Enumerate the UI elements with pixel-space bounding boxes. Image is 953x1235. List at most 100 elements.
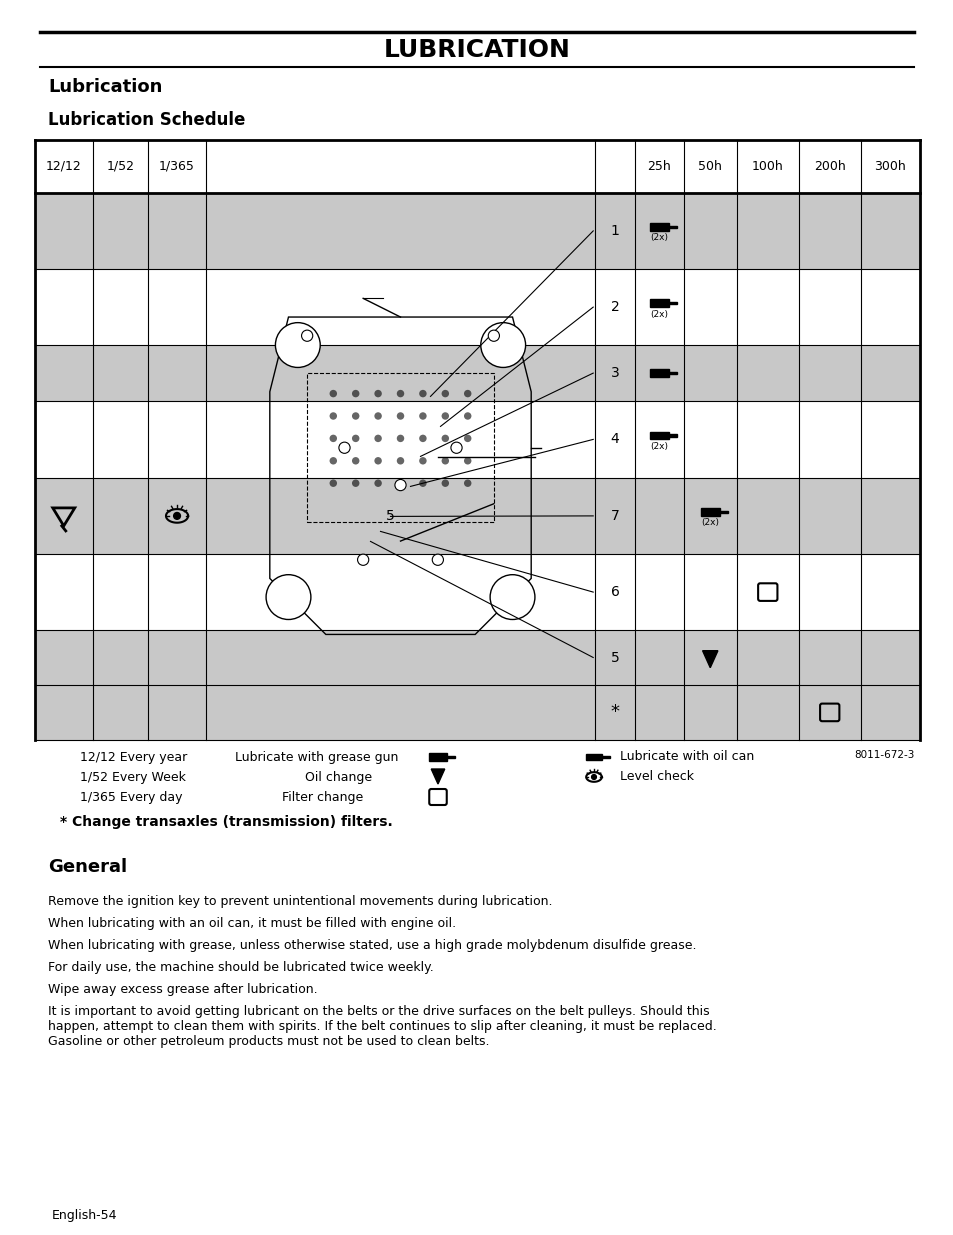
Circle shape <box>463 412 471 420</box>
Text: * Change transaxles (transmission) filters.: * Change transaxles (transmission) filte… <box>60 815 393 829</box>
Text: (2x): (2x) <box>650 442 668 451</box>
Text: Filter change: Filter change <box>282 790 363 804</box>
Circle shape <box>480 322 525 368</box>
Text: Remove the ignition key to prevent unintentional movements during lubrication.: Remove the ignition key to prevent unint… <box>48 895 552 908</box>
Text: Oil change: Oil change <box>305 771 372 783</box>
Circle shape <box>395 479 406 490</box>
Text: Lubrication: Lubrication <box>48 78 162 96</box>
Bar <box>35 684 919 740</box>
Circle shape <box>396 435 404 442</box>
Text: 8011-672-3: 8011-672-3 <box>854 750 914 760</box>
Circle shape <box>374 412 381 420</box>
Circle shape <box>591 774 596 779</box>
Text: Lubricate with oil can: Lubricate with oil can <box>619 751 754 763</box>
Text: 50h: 50h <box>698 159 721 173</box>
Text: *: * <box>610 704 618 721</box>
Text: (2x): (2x) <box>650 233 668 242</box>
Circle shape <box>451 442 461 453</box>
Circle shape <box>352 479 359 487</box>
Circle shape <box>352 435 359 442</box>
Bar <box>601 756 609 758</box>
Circle shape <box>352 457 359 464</box>
Text: (2x): (2x) <box>700 519 719 527</box>
Text: 12/12 Every year: 12/12 Every year <box>80 751 187 763</box>
Bar <box>35 193 919 269</box>
Bar <box>649 299 668 308</box>
Circle shape <box>301 330 313 341</box>
Text: Lubrication Schedule: Lubrication Schedule <box>48 111 245 128</box>
Circle shape <box>441 479 449 487</box>
Text: 5: 5 <box>386 509 395 522</box>
Bar <box>649 431 668 440</box>
Circle shape <box>275 322 320 368</box>
Polygon shape <box>431 769 444 784</box>
Bar <box>668 301 677 304</box>
Text: General: General <box>48 858 127 876</box>
Bar <box>35 346 919 401</box>
Text: 300h: 300h <box>874 159 905 173</box>
Text: Wipe away excess grease after lubrication.: Wipe away excess grease after lubricatio… <box>48 983 317 995</box>
Bar <box>668 372 677 374</box>
Text: When lubricating with grease, unless otherwise stated, use a high grade molybden: When lubricating with grease, unless oth… <box>48 939 696 952</box>
Circle shape <box>396 412 404 420</box>
Text: For daily use, the machine should be lubricated twice weekly.: For daily use, the machine should be lub… <box>48 961 434 974</box>
Bar <box>35 478 92 555</box>
Bar <box>429 753 446 761</box>
Text: 1: 1 <box>610 224 618 238</box>
Circle shape <box>490 574 535 620</box>
Bar <box>446 756 455 758</box>
Circle shape <box>488 330 499 341</box>
Bar <box>35 478 919 555</box>
Text: 12/12: 12/12 <box>46 159 82 173</box>
Circle shape <box>374 390 381 398</box>
Text: 25h: 25h <box>647 159 671 173</box>
Circle shape <box>463 479 471 487</box>
Bar <box>307 373 494 522</box>
Circle shape <box>329 479 336 487</box>
Text: 200h: 200h <box>813 159 844 173</box>
Text: 4: 4 <box>610 432 618 446</box>
Circle shape <box>329 457 336 464</box>
Text: LUBRICATION: LUBRICATION <box>383 38 570 62</box>
Text: 2: 2 <box>610 300 618 314</box>
Circle shape <box>357 555 369 566</box>
Circle shape <box>418 412 426 420</box>
Text: 100h: 100h <box>751 159 782 173</box>
Text: 1/365: 1/365 <box>159 159 194 173</box>
Text: 1/52 Every Week: 1/52 Every Week <box>80 771 186 783</box>
Circle shape <box>463 390 471 398</box>
Text: 5: 5 <box>610 651 618 664</box>
Circle shape <box>441 435 449 442</box>
Text: It is important to avoid getting lubricant on the belts or the drive surfaces on: It is important to avoid getting lubrica… <box>48 1005 716 1049</box>
Bar <box>649 369 668 377</box>
Circle shape <box>396 457 404 464</box>
Text: Level check: Level check <box>619 771 693 783</box>
Circle shape <box>329 435 336 442</box>
Circle shape <box>352 412 359 420</box>
Circle shape <box>441 412 449 420</box>
Circle shape <box>396 390 404 398</box>
Circle shape <box>173 513 180 519</box>
Circle shape <box>418 390 426 398</box>
Circle shape <box>463 435 471 442</box>
Text: English-54: English-54 <box>52 1209 117 1221</box>
Bar <box>35 140 919 740</box>
Bar <box>668 435 677 437</box>
Bar <box>585 753 601 761</box>
Text: 1/52: 1/52 <box>107 159 134 173</box>
Bar <box>668 226 677 228</box>
Circle shape <box>418 479 426 487</box>
Bar <box>649 224 668 231</box>
Polygon shape <box>701 651 718 668</box>
Circle shape <box>329 412 336 420</box>
Circle shape <box>374 435 381 442</box>
Circle shape <box>338 442 350 453</box>
Text: 7: 7 <box>610 509 618 522</box>
Text: Lubricate with grease gun: Lubricate with grease gun <box>234 751 398 763</box>
Circle shape <box>374 457 381 464</box>
Text: When lubricating with an oil can, it must be filled with engine oil.: When lubricating with an oil can, it mus… <box>48 918 456 930</box>
Circle shape <box>418 457 426 464</box>
Circle shape <box>352 390 359 398</box>
Text: (2x): (2x) <box>650 310 668 319</box>
Circle shape <box>396 479 404 487</box>
